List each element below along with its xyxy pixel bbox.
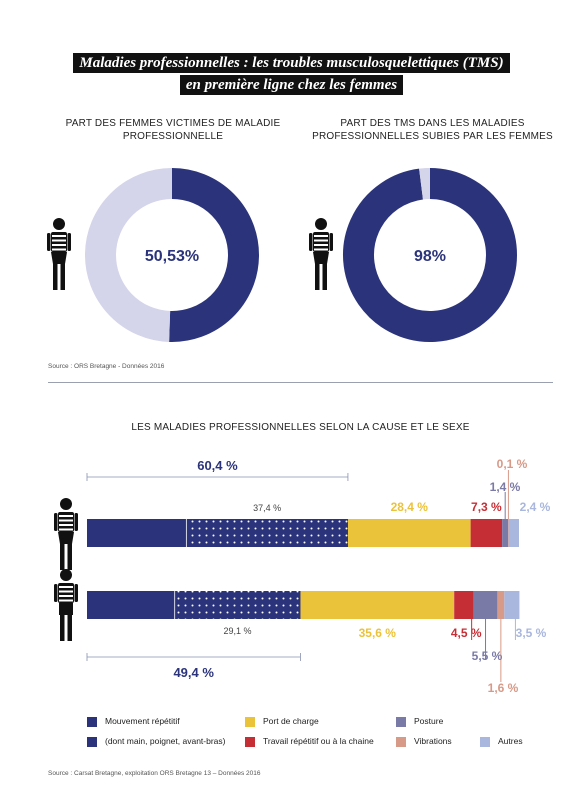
donut1-title-line2: PROFESSIONNELLE xyxy=(122,131,224,142)
label-hommes-autres: 3,5 % xyxy=(516,626,547,640)
bar-row1-portdecharge xyxy=(300,591,455,619)
legend-item-1: (dont main, poignet, avant-bras) xyxy=(87,736,225,747)
legend-label-4: Posture xyxy=(414,716,444,726)
source-ors: Source : ORS Bretagne - Données 2016 xyxy=(48,363,165,370)
main-title-line-2: en première ligne chez les femmes xyxy=(64,75,519,95)
bar-row0-subset-dotted xyxy=(186,519,348,547)
donut1-title-line1: PART DES FEMMES VICTIMES DE MALADIE xyxy=(65,118,281,129)
bar-row1-subset-dotted xyxy=(174,591,301,619)
donut1-slice-0 xyxy=(169,168,259,342)
source-carsat: Source : Carsat Bretagne, exploitation O… xyxy=(48,770,261,777)
woman-icon-donut1 xyxy=(47,218,71,290)
legend-item-5: Vibrations xyxy=(396,736,452,747)
legend-swatch-0 xyxy=(87,716,97,727)
bar-row0-posture xyxy=(502,519,509,547)
legend-label-5: Vibrations xyxy=(414,736,452,746)
donut1-title: PART DES FEMMES VICTIMES DE MALADIE PROF… xyxy=(48,117,298,143)
legend-label-0: Mouvement répétitif xyxy=(105,716,180,726)
legend-item-3: Travail répétitif ou à la chaine xyxy=(245,736,374,747)
donut1-slice-1 xyxy=(85,168,173,342)
legend-label-6: Autres xyxy=(498,736,523,746)
legend-label-3: Travail répétitif ou à la chaine xyxy=(263,736,374,746)
legend-item-4: Posture xyxy=(396,716,443,727)
legend-swatch-5 xyxy=(396,736,406,747)
label-femmes-autres: 2,4 % xyxy=(520,500,551,514)
main-title-line-1: Maladies professionnelles : les troubles… xyxy=(64,53,519,73)
legend-swatch-3 xyxy=(245,736,255,747)
donut2-title-line2: PROFESSIONNELLES SUBIES PAR LES FEMMES xyxy=(312,131,553,142)
woman-icon-bar xyxy=(54,498,78,570)
bar-row1-posture xyxy=(473,591,498,619)
bar-row0-autres xyxy=(508,519,519,547)
bar-section-title: LES MALADIES PROFESSIONNELLES SELON LA C… xyxy=(131,422,470,433)
legend-item-6: Autres xyxy=(480,736,523,747)
label-femmes-subset: 37,4 % xyxy=(253,503,281,513)
legend-label-1: (dont main, poignet, avant-bras) xyxy=(105,736,226,746)
legend-item-2: Port de charge xyxy=(245,716,319,727)
bar-row1-vibrations xyxy=(497,591,505,619)
legend-swatch-6 xyxy=(480,736,490,747)
label-hommes-mouvement: 49,4 % xyxy=(173,665,214,680)
main-title-text-1: Maladies professionnelles : les troubles… xyxy=(73,53,510,73)
woman-icon-donut2 xyxy=(309,218,333,290)
donut2-title-line1: PART DES TMS DANS LES MALADIES xyxy=(340,118,525,129)
label-hommes-posture: 5,5 % xyxy=(472,649,503,663)
bar-row0-vibrations xyxy=(508,519,509,547)
bar-row0-portdecharge xyxy=(347,519,471,547)
donut2-center-label: 98% xyxy=(414,248,446,265)
bar-row1-autres xyxy=(504,591,520,619)
legend-label-2: Port de charge xyxy=(263,716,319,726)
legend-swatch-2 xyxy=(245,716,255,727)
bar-row0-travailrptitifoulachaine xyxy=(470,519,503,547)
donut2-slice-0 xyxy=(343,168,517,342)
legend-item-0: Mouvement répétitif xyxy=(87,716,180,727)
label-hommes-subset: 29,1 % xyxy=(224,626,252,636)
section-divider xyxy=(48,382,553,383)
label-femmes-port: 28,4 % xyxy=(391,500,429,514)
label-femmes-mouvement: 60,4 % xyxy=(197,458,238,473)
label-femmes-posture: 1,4 % xyxy=(490,480,521,494)
label-hommes-port: 35,6 % xyxy=(359,626,397,640)
main-title-text-2: en première ligne chez les femmes xyxy=(179,75,404,95)
man-icon-bar xyxy=(54,569,78,641)
label-femmes-vibrations: 0,1 % xyxy=(497,457,528,471)
donut2-slice-1 xyxy=(419,168,431,200)
label-femmes-travail: 7,3 % xyxy=(471,500,502,514)
bar-row1-travailrptitifoulachaine xyxy=(454,591,474,619)
legend-swatch-1 xyxy=(87,736,97,747)
donut1-center-label: 50,53% xyxy=(145,248,199,265)
label-hommes-travail: 4,5 % xyxy=(451,626,482,640)
legend-swatch-4 xyxy=(396,716,406,727)
label-hommes-vibrations: 1,6 % xyxy=(488,681,519,695)
donut2-title: PART DES TMS DANS LES MALADIES PROFESSIO… xyxy=(305,117,560,143)
